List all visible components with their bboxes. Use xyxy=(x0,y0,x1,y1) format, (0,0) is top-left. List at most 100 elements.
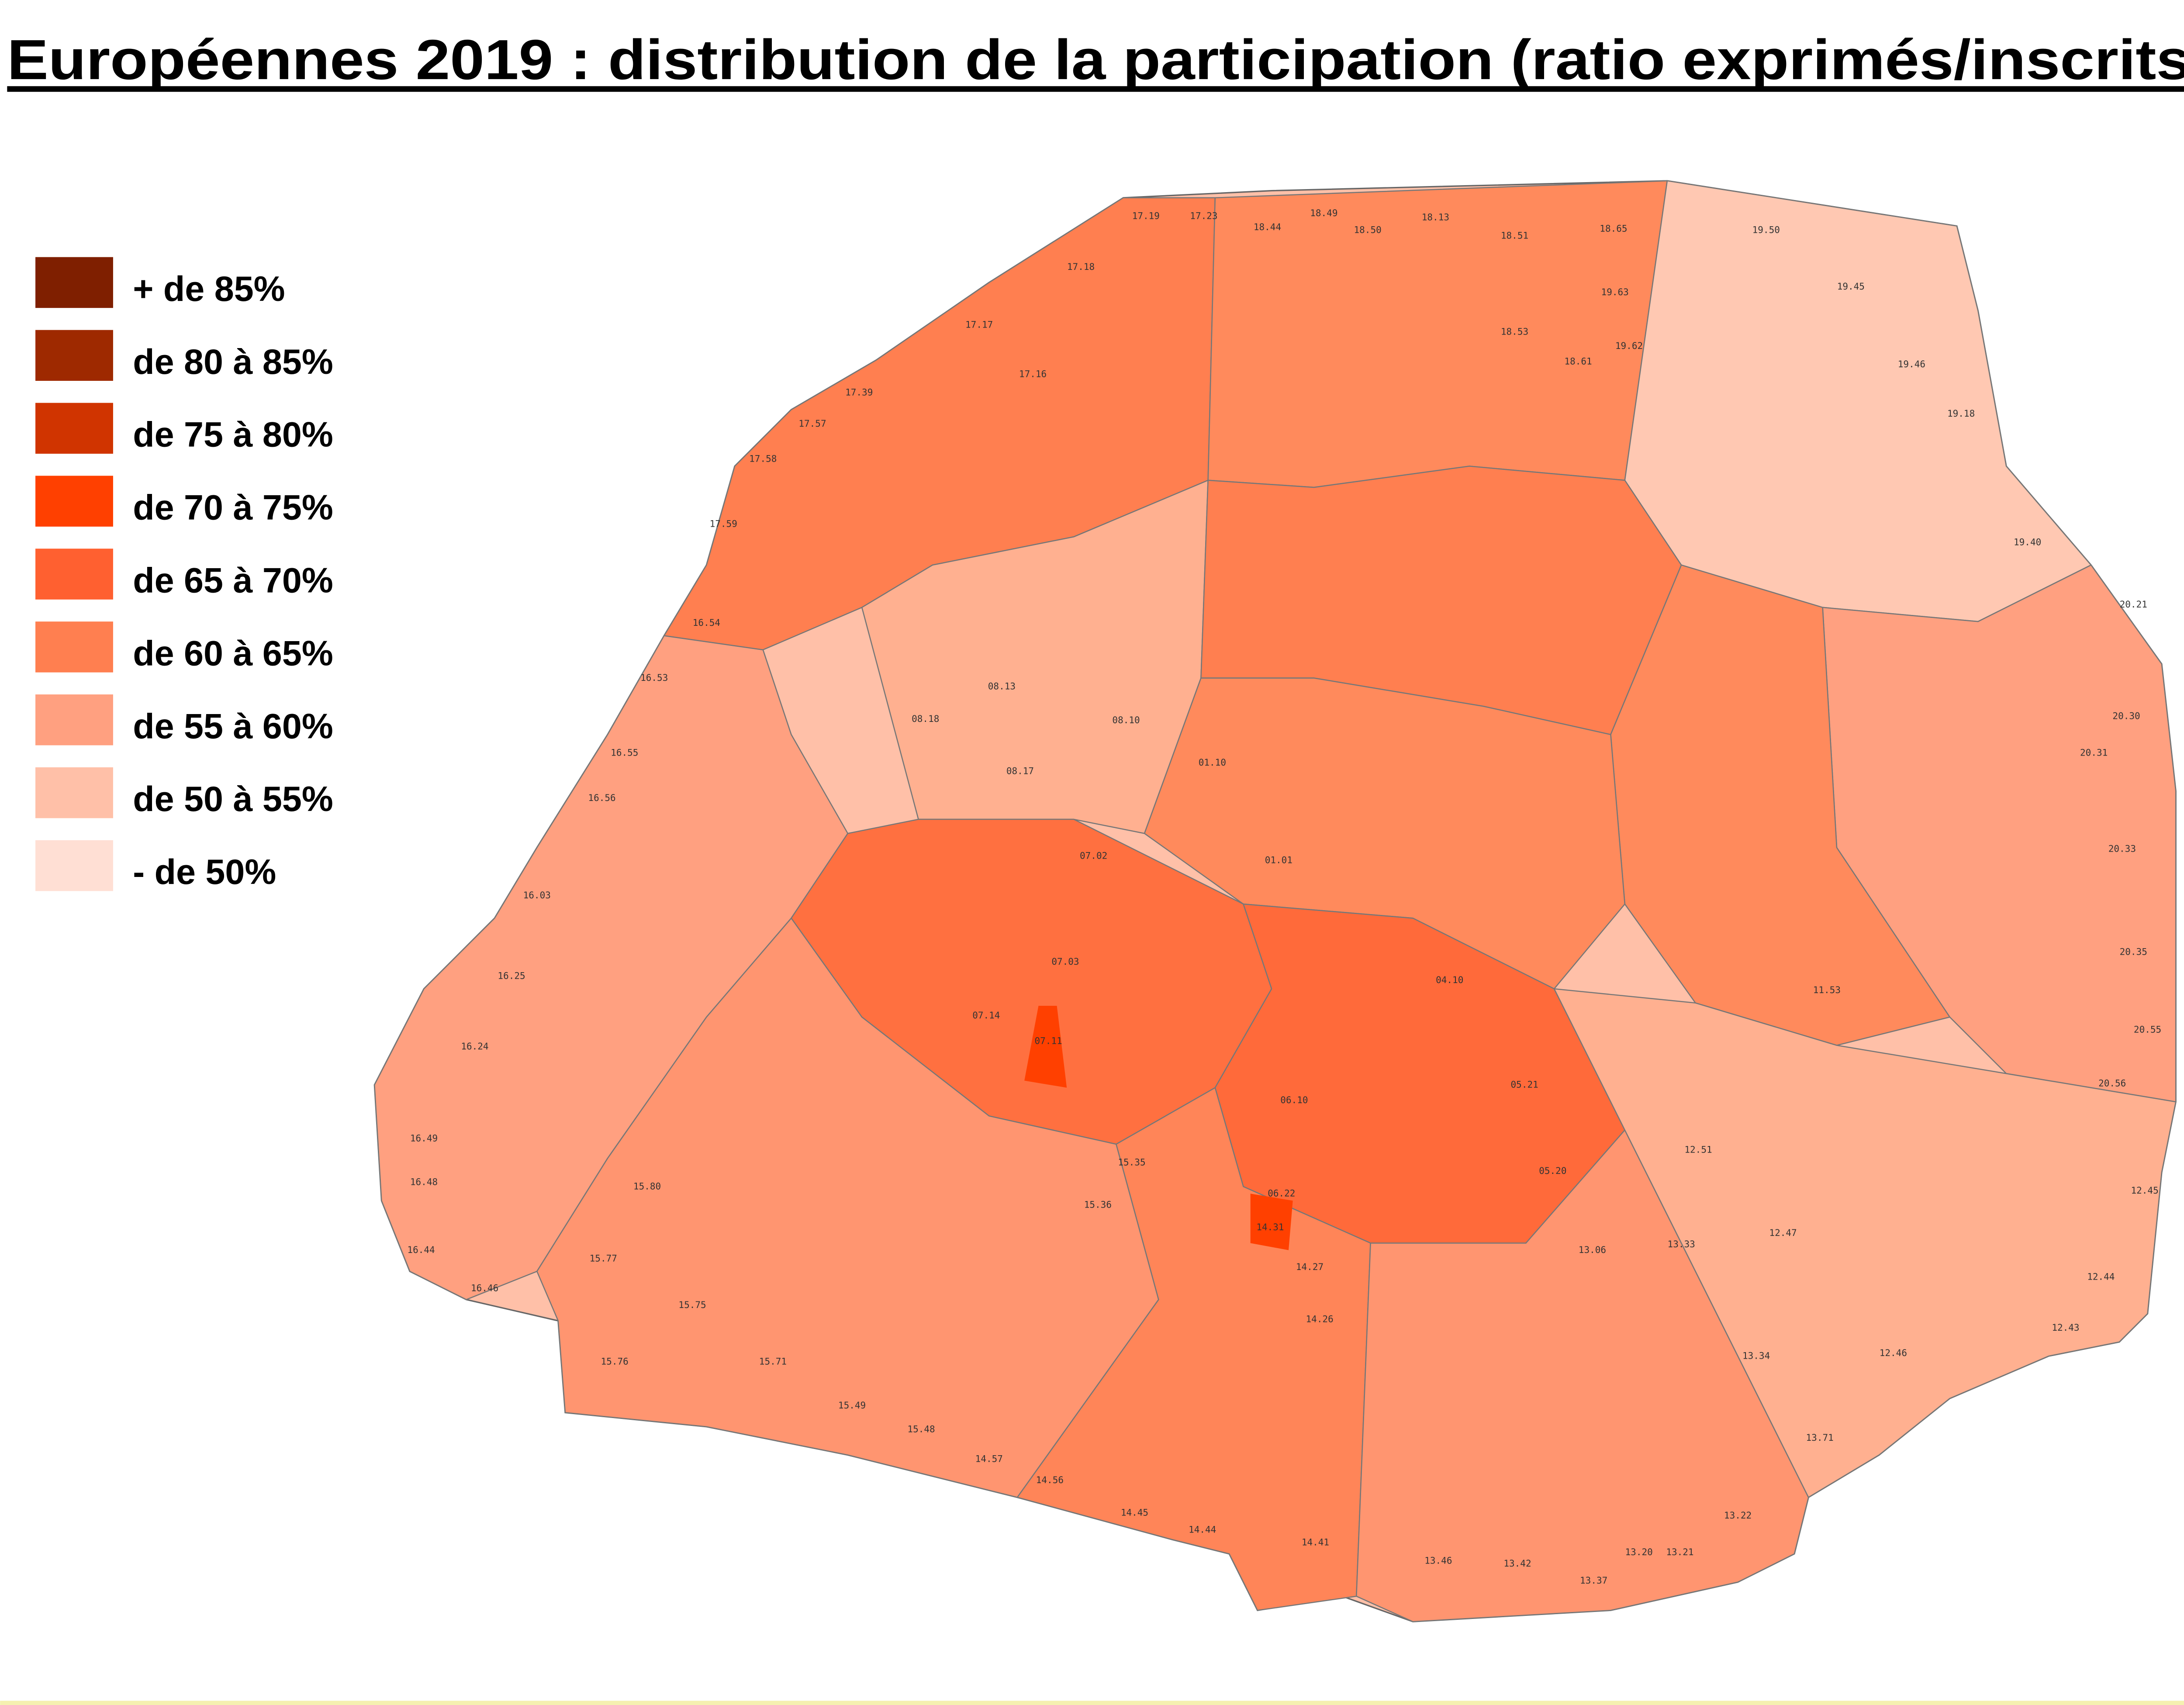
bureau-label: 17.39 xyxy=(845,387,873,398)
legend-label: de 55 à 60% xyxy=(133,707,333,746)
bureau-label: 12.51 xyxy=(1684,1144,1712,1155)
legend-label: de 60 à 65% xyxy=(133,634,333,673)
bureau-label: 06.10 xyxy=(1280,1094,1308,1105)
bureau-label: 18.51 xyxy=(1501,230,1528,241)
bureau-label: 13.06 xyxy=(1579,1244,1606,1255)
bureau-label: 18.50 xyxy=(1354,224,1382,235)
bureau-label: 15.48 xyxy=(907,1424,935,1435)
bureau-label: 15.76 xyxy=(601,1356,629,1367)
legend-label: de 80 à 85% xyxy=(133,342,333,382)
bureau-label: 11.53 xyxy=(1813,984,1841,995)
bureau-label: 15.49 xyxy=(838,1400,866,1411)
bureau-label: 16.24 xyxy=(461,1041,488,1052)
bureau-label: 13.22 xyxy=(1724,1510,1752,1521)
bureau-label: 17.18 xyxy=(1067,261,1095,272)
bureau-label: 15.75 xyxy=(678,1299,706,1310)
bureau-label: 20.21 xyxy=(2120,599,2147,610)
bureau-label: 08.13 xyxy=(988,680,1016,691)
bureau-label: 20.56 xyxy=(2098,1077,2126,1088)
district-11 xyxy=(1610,564,1951,1046)
bureau-label: 18.49 xyxy=(1310,207,1337,218)
bureau-label: 15.71 xyxy=(759,1356,787,1367)
bureau-label: 15.35 xyxy=(1118,1156,1145,1167)
bureau-label: 17.58 xyxy=(749,453,777,464)
bureau-label: 04.10 xyxy=(1436,974,1463,985)
bureau-label: 16.46 xyxy=(471,1282,498,1293)
bottom-rule xyxy=(0,1701,2184,1705)
bureau-label: 16.44 xyxy=(407,1244,435,1255)
bureau-label: 12.47 xyxy=(1769,1227,1797,1238)
bureau-label: 16.25 xyxy=(498,970,525,981)
bureau-label: 14.27 xyxy=(1296,1261,1324,1272)
legend-label: de 65 à 70% xyxy=(133,561,333,601)
bureau-label: 20.55 xyxy=(2134,1024,2161,1035)
legend-swatch xyxy=(35,549,113,600)
legend-swatch xyxy=(35,694,113,746)
bureau-label: 12.44 xyxy=(2087,1271,2115,1282)
bureau-label: 19.50 xyxy=(1752,224,1780,235)
bureau-label: 16.48 xyxy=(410,1177,438,1187)
bureau-label: 16.03 xyxy=(523,890,551,901)
bureau-label: 12.43 xyxy=(2052,1322,2079,1333)
legend-swatch xyxy=(35,403,113,454)
bureau-label: 14.44 xyxy=(1189,1524,1216,1535)
legend-swatch xyxy=(35,767,113,818)
bureau-label: 14.45 xyxy=(1121,1507,1148,1518)
legend-label: de 70 à 75% xyxy=(133,488,333,528)
bureau-label: 13.21 xyxy=(1666,1546,1693,1557)
bureau-label: 20.35 xyxy=(2120,946,2147,957)
legend-swatch xyxy=(35,257,113,308)
bureau-label: 06.22 xyxy=(1268,1188,1295,1199)
paris-map: 17.19 17.23 18.44 18.49 18.50 18.13 18.51 18.65… xyxy=(373,180,2177,1622)
legend-label: - de 50% xyxy=(133,852,276,892)
bureau-label: 05.20 xyxy=(1539,1165,1566,1176)
bureau-label: 16.49 xyxy=(410,1132,438,1143)
bureau-label: 18.61 xyxy=(1564,355,1592,366)
bureau-label: 08.17 xyxy=(1006,765,1034,776)
bureau-label: 15.80 xyxy=(633,1180,661,1191)
legend-swatch xyxy=(35,330,113,381)
legend-label: + de 85% xyxy=(133,269,285,309)
legend-swatch xyxy=(35,476,113,527)
bureau-label: 07.03 xyxy=(1051,956,1079,967)
bureau-label: 13.71 xyxy=(1806,1432,1834,1443)
bureau-label: 17.23 xyxy=(1190,210,1217,221)
bureau-label: 16.56 xyxy=(588,792,615,803)
bureau-label: 12.46 xyxy=(1880,1347,1907,1358)
bureau-label: 19.63 xyxy=(1601,286,1629,297)
bureau-label: 13.33 xyxy=(1668,1239,1695,1249)
bureau-label: 20.31 xyxy=(2080,747,2108,758)
bureau-label: 14.26 xyxy=(1306,1313,1334,1324)
bureau-label: 14.57 xyxy=(975,1453,1003,1464)
legend: + de 85% de 80 à 85% de 75 à 80% de 70 à 75… xyxy=(35,257,333,892)
bureau-label: 17.59 xyxy=(710,518,737,529)
bureau-label: 08.18 xyxy=(912,713,939,724)
bureau-label: 07.14 xyxy=(972,1010,1000,1021)
bureau-label: 18.13 xyxy=(1422,212,1449,223)
bureau-label: 13.37 xyxy=(1580,1575,1607,1586)
district-12 xyxy=(1553,988,2177,1498)
bureau-label: 17.17 xyxy=(965,319,993,330)
dark-precinct xyxy=(1024,1005,1067,1088)
bureau-label: 19.45 xyxy=(1837,281,1865,292)
bureau-label: 08.10 xyxy=(1112,714,1140,725)
bureau-label: 13.46 xyxy=(1424,1555,1452,1566)
bureau-label: 16.54 xyxy=(693,617,720,628)
bureau-label: 15.36 xyxy=(1084,1199,1112,1210)
title-underline xyxy=(7,86,2184,92)
bureau-label: 07.02 xyxy=(1080,850,1107,861)
legend-label: de 50 à 55% xyxy=(133,780,333,819)
bureau-label: 13.42 xyxy=(1503,1558,1531,1569)
bureau-label: 12.45 xyxy=(2131,1185,2158,1196)
bureau-label: 14.41 xyxy=(1302,1537,1329,1548)
district-13 xyxy=(1355,1129,1809,1622)
bureau-label: 18.44 xyxy=(1254,221,1281,232)
bureau-label: 17.16 xyxy=(1019,369,1047,380)
bureau-label: 07.11 xyxy=(1035,1035,1062,1046)
dark-precinct xyxy=(1250,1194,1293,1250)
bureau-label: 18.53 xyxy=(1501,326,1528,337)
bureau-label: 05.21 xyxy=(1511,1079,1538,1090)
bureau-label: 01.01 xyxy=(1265,854,1292,865)
bureau-label: 13.34 xyxy=(1742,1350,1770,1361)
